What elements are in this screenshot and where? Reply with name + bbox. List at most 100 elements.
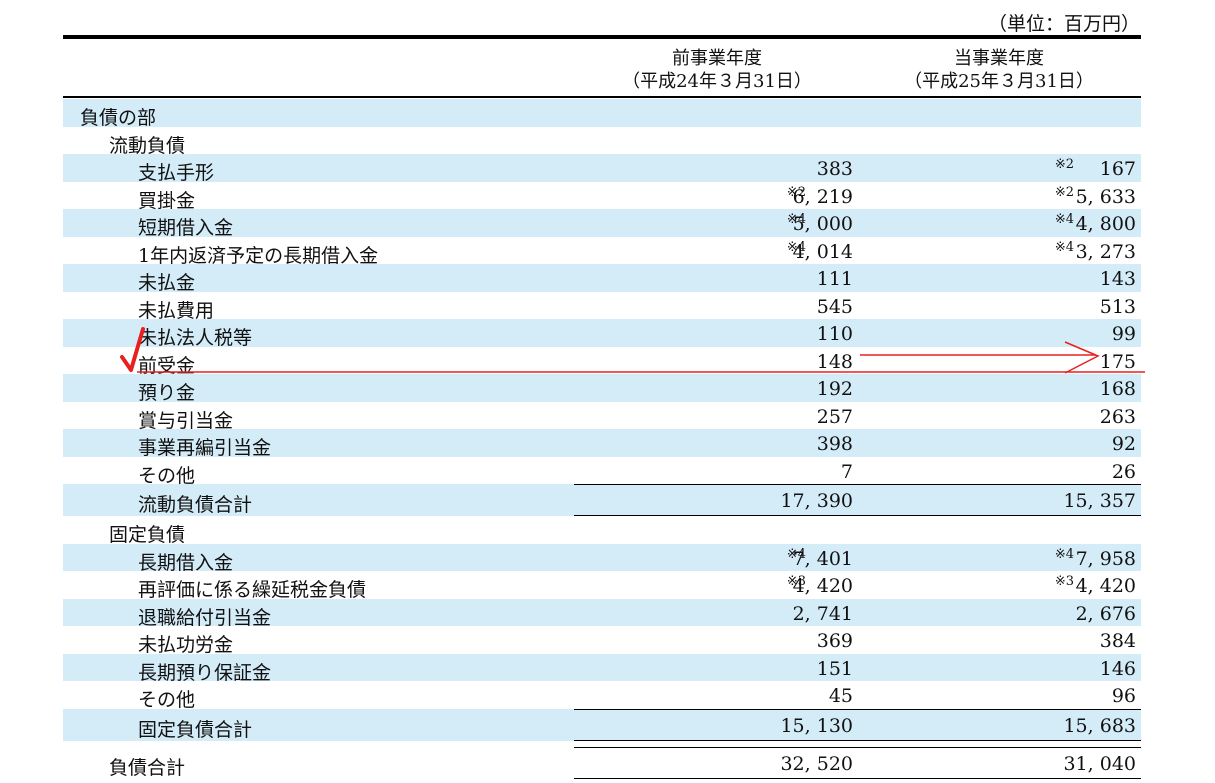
table-row: 退職給付引当金 2, 741 2, 676: [63, 598, 1141, 629]
previous-year-value: 7, 401: [792, 547, 853, 570]
current-year-value: 31, 040: [1063, 752, 1136, 775]
table-row: 1年内返済予定の長期借入金 ※4 4, 014 ※4 3, 273: [63, 237, 1141, 267]
table-row: 短期借入金 ※4 5, 000 ※4 4, 800: [63, 209, 1141, 239]
row-label: 短期借入金: [138, 217, 234, 239]
previous-year-value: 17, 390: [780, 490, 853, 512]
check-mark-icon: [120, 327, 145, 372]
current-year-note: ※4: [1054, 212, 1074, 227]
previous-year-value: 398: [816, 433, 853, 455]
row-label: その他: [138, 464, 196, 487]
previous-year-value: 257: [816, 405, 853, 428]
row-label: 預り金: [138, 382, 196, 404]
row-label: その他: [138, 689, 196, 711]
row-label: 未払法人税等: [138, 327, 253, 349]
table-row: 流動負債: [63, 127, 1141, 157]
row-label: 負債の部: [80, 107, 157, 129]
table-row: 再評価に係る繰延税金負債 ※3 4, 420 ※3 4, 420: [63, 571, 1141, 601]
row-label: 事業再編引当金: [138, 437, 272, 459]
table-row: 長期預り保証金 151 146: [63, 653, 1141, 684]
header-bottom-rule: [63, 96, 1141, 98]
current-year-value: 7, 958: [1075, 547, 1136, 570]
row-label: 未払功労金: [138, 634, 234, 656]
total-row: 流動負債合計 17, 390 15, 357: [63, 484, 1141, 516]
table-row: 未払金 111 143: [63, 264, 1141, 294]
previous-year-value: 383: [816, 158, 853, 180]
row-label: 長期借入金: [138, 551, 234, 574]
row-label: 1年内返済予定の長期借入金: [138, 244, 379, 267]
table-top-rule: [63, 35, 1141, 39]
current-year-value: 92: [1111, 433, 1136, 455]
table-row: 前受金 148 175: [63, 347, 1141, 377]
previous-year-value: 32, 520: [780, 752, 853, 775]
row-label: 支払手形: [138, 162, 215, 184]
previous-year-value: 2, 741: [792, 602, 853, 625]
table-row: 事業再編引当金 398 92: [63, 429, 1141, 459]
current-year-value: 168: [1099, 378, 1136, 400]
current-year-note: ※4: [1054, 239, 1074, 255]
current-year-value: 3, 273: [1075, 240, 1136, 263]
row-label: 買掛金: [138, 189, 196, 212]
previous-year-note: ※4: [786, 546, 806, 562]
arrow-head-icon: [1064, 341, 1100, 374]
current-year-note: ※4: [1054, 546, 1074, 562]
previous-year-value: 545: [816, 295, 853, 318]
current-year-value: 146: [1099, 657, 1136, 680]
row-label: 賞与引当金: [138, 409, 234, 432]
previous-year-value: 192: [816, 378, 853, 400]
current-year-note: ※2: [1054, 157, 1074, 172]
previous-year-value: 111: [816, 268, 853, 290]
current-year-note: ※3: [1054, 574, 1074, 589]
previous-year-value: 369: [816, 630, 853, 652]
previous-year-note: ※4: [786, 212, 806, 227]
table-row: その他 7 26: [63, 457, 1141, 487]
previous-year-note: ※3: [786, 574, 806, 589]
current-year-value: 384: [1099, 630, 1136, 652]
current-year-value: 175: [1099, 350, 1136, 373]
previous-year-value: 45: [828, 685, 853, 707]
previous-year-note: ※2: [786, 184, 806, 200]
row-label: 流動負債: [109, 134, 186, 157]
current-year-value: 15, 683: [1063, 714, 1136, 737]
current-year-value: 263: [1099, 405, 1136, 428]
previous-year-note: ※4: [786, 239, 806, 255]
current-year-value: 2, 676: [1075, 602, 1136, 625]
previous-year-value: 7: [840, 460, 853, 483]
table-row: その他 45 96: [63, 681, 1141, 711]
balance-sheet-table: 負債の部 流動負債 支払手形 383 ※2 167 買掛金 ※2 6, 219 ※2 5, 633 短…: [63, 99, 1141, 779]
table-row: 賞与引当金 257 263: [63, 402, 1141, 432]
table-row: 未払費用 545 513: [63, 292, 1141, 322]
table-row: 固定負債: [63, 516, 1141, 546]
row-label: 退職給付引当金: [138, 606, 272, 629]
previous-year-value: 5, 000: [792, 213, 853, 235]
current-year-value: 167: [1099, 158, 1136, 180]
total-row: 固定負債合計 15, 130 15, 683: [63, 708, 1141, 741]
column-header-current-date: （平成25年３月31日）: [904, 71, 1094, 92]
previous-year-value: 4, 420: [792, 575, 853, 597]
column-header-current-title: 当事業年度: [954, 48, 1044, 69]
current-year-value: 4, 800: [1075, 213, 1136, 235]
row-label: 再評価に係る繰延税金負債: [138, 579, 367, 601]
row-label: 固定負債合計: [138, 718, 253, 741]
row-label: 流動負債合計: [138, 494, 253, 516]
unit-label: （単位：百万円）: [987, 13, 1140, 35]
current-year-value: 15, 357: [1063, 490, 1136, 512]
current-year-value: 513: [1099, 295, 1136, 318]
table-row: 未払法人税等 110 99: [63, 319, 1141, 349]
row-label: 前受金: [138, 354, 196, 377]
previous-year-value: 6, 219: [792, 185, 853, 208]
previous-year-value: 148: [816, 350, 853, 373]
row-label: 未払費用: [138, 299, 215, 322]
total-row: 負債合計 32, 520 31, 040: [63, 746, 1141, 779]
previous-year-value: 4, 014: [792, 240, 853, 263]
column-header-previous-date: （平成24年３月31日）: [622, 71, 812, 92]
current-year-value: 143: [1099, 268, 1136, 290]
table-row: 長期借入金 ※4 7, 401 ※4 7, 958: [63, 543, 1141, 574]
column-header-current-year: 当事業年度 （平成25年３月31日）: [874, 47, 1124, 93]
column-header-previous-year: 前事業年度 （平成24年３月31日）: [592, 47, 842, 93]
current-year-value: 4, 420: [1075, 575, 1136, 597]
current-year-note: ※2: [1054, 184, 1074, 200]
current-year-value: 99: [1111, 323, 1136, 345]
previous-year-value: 110: [816, 323, 853, 345]
current-year-value: 96: [1111, 685, 1136, 707]
